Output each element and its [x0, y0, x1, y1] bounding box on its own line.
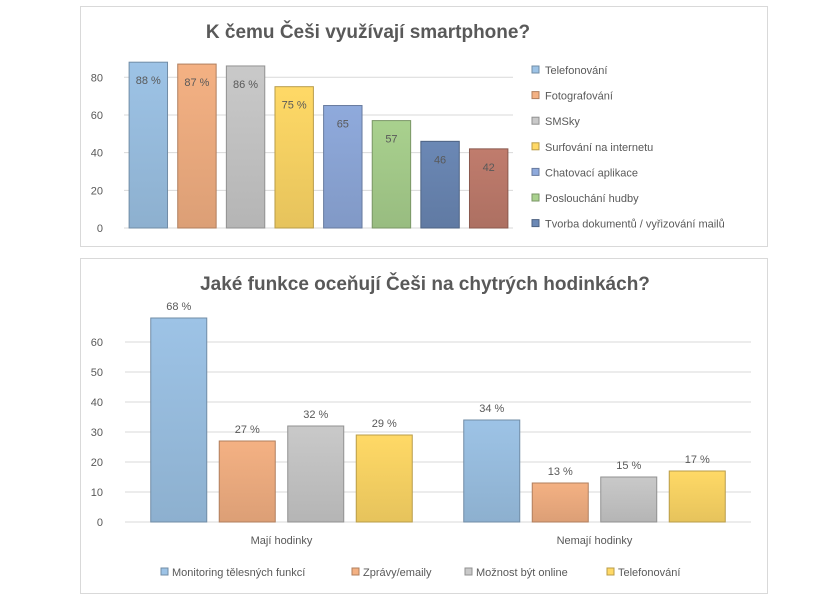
legend-swatch [351, 567, 360, 576]
data-label: 34 % [479, 403, 504, 415]
bar [420, 140, 460, 229]
y-tick-label: 80 [91, 72, 103, 84]
bar [600, 476, 658, 523]
legend-label: Surfování na internetu [545, 142, 653, 154]
y-tick-label: 40 [91, 397, 103, 409]
data-label: 17 % [685, 454, 710, 466]
data-label: 75 % [282, 100, 307, 112]
data-label: 27 % [235, 424, 260, 436]
bar [177, 63, 217, 229]
data-label: 57 [385, 134, 397, 146]
bar [274, 86, 314, 229]
y-tick-label: 50 [91, 367, 103, 379]
bar [463, 419, 521, 523]
bar [371, 120, 412, 229]
category-label: Mají hodinky [251, 535, 313, 547]
y-tick-label: 0 [97, 517, 103, 529]
bar [150, 317, 208, 523]
smartwatch-chart-panel: Jaké funkce oceňují Češi na chytrých hod… [80, 258, 768, 594]
smartphone-chart-panel: K čemu Češi využívají smartphone? 0 20 40 6… [80, 6, 768, 247]
data-label: 42 [483, 162, 495, 174]
bar [468, 148, 509, 229]
y-tick-label: 0 [97, 223, 103, 235]
legend-label: Fotografování [545, 91, 613, 103]
y-tick-label: 10 [91, 487, 103, 499]
legend-swatch [531, 65, 540, 74]
legend-swatch [531, 116, 540, 125]
bar [225, 65, 266, 229]
legend-swatch [531, 142, 540, 151]
bar [668, 470, 726, 523]
y-tick-label: 20 [91, 457, 103, 469]
data-label: 15 % [616, 460, 641, 472]
data-label: 29 % [372, 418, 397, 430]
legend-label: Chatovací aplikace [545, 167, 638, 179]
y-tick-label: 60 [91, 110, 103, 122]
bar [323, 105, 363, 229]
bar [128, 61, 169, 229]
data-label: 13 % [548, 466, 573, 478]
legend-label: Telefonování [545, 65, 607, 77]
legend-label: Poslouchání hudby [545, 193, 639, 205]
legend-swatch [531, 193, 540, 202]
data-label: 88 % [136, 75, 161, 87]
category-label: Nemají hodinky [557, 535, 633, 547]
y-tick-label: 30 [91, 427, 103, 439]
data-label: 68 % [166, 301, 191, 313]
legend-swatch [464, 567, 473, 576]
bar [218, 440, 276, 523]
legend-label: Tvorba dokumentů / vyřizování mailů [545, 219, 725, 231]
legend-label: SMSky [545, 116, 580, 128]
legend-label: Monitoring tělesných funkcí [172, 567, 305, 579]
smartwatch-chart-title: Jaké funkce oceňují Češi na chytrých hod… [200, 273, 650, 295]
data-label: 87 % [184, 77, 209, 89]
y-tick-label: 60 [91, 337, 103, 349]
smartwatch-chart: Jaké funkce oceňují Češi na chytrých hod… [91, 273, 751, 579]
data-label: 46 [434, 154, 446, 166]
data-label: 65 [337, 119, 349, 131]
data-label: 86 % [233, 79, 258, 91]
data-label: 32 % [303, 409, 328, 421]
legend-swatch [531, 91, 540, 100]
legend-swatch [606, 567, 615, 576]
legend-swatch [160, 567, 169, 576]
y-tick-label: 40 [91, 148, 103, 160]
bar [287, 425, 345, 523]
y-tick-label: 20 [91, 185, 103, 197]
bar [531, 482, 589, 523]
bar [355, 434, 413, 523]
legend-swatch [531, 219, 540, 228]
legend-swatch [531, 167, 540, 176]
legend-label: Zprávy/emaily [363, 567, 432, 579]
legend-label: Možnost být online [476, 567, 568, 579]
smartphone-chart: K čemu Češi využívají smartphone? 0 20 40 6… [91, 21, 725, 235]
smartphone-chart-title: K čemu Češi využívají smartphone? [206, 21, 530, 43]
legend-label: Telefonování [618, 567, 680, 579]
